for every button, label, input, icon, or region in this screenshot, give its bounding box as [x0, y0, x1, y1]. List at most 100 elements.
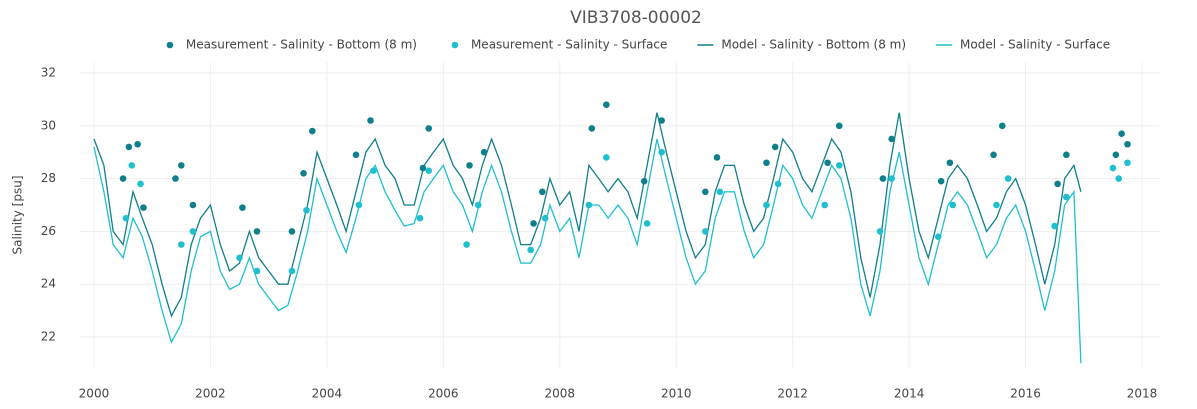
measurement-point [177, 241, 185, 248]
measurement-point [990, 151, 997, 159]
measurement-point [1112, 151, 1120, 159]
measurement-point [1051, 222, 1058, 230]
measurement-point [821, 201, 828, 209]
measurement-point [119, 175, 127, 182]
model-line [93, 112, 1082, 318]
measurement-point [367, 117, 374, 124]
y-tick-label: 30 [41, 118, 56, 132]
legend-label: Measurement - Salinity - Surface [471, 38, 667, 52]
measurement-point [541, 214, 549, 222]
legend-marker [166, 41, 174, 49]
legend: Measurement - Salinity - Bottom (8 m) Mea… [166, 38, 1110, 52]
measurement-point [253, 267, 261, 275]
measurement-point [425, 125, 433, 132]
measurement-point [1118, 130, 1125, 137]
measurement-point [1124, 140, 1131, 148]
measurement-point [835, 162, 843, 169]
y-tick-label: 24 [41, 277, 56, 291]
measurement-point [763, 201, 770, 209]
measurement-point [172, 175, 179, 182]
measurement-point [463, 241, 470, 248]
measurement-point [137, 180, 144, 188]
measurement-point [300, 170, 307, 177]
x-tick-label: 2004 [312, 387, 343, 401]
measurement-point [888, 135, 895, 143]
measurement-point [189, 228, 197, 235]
measurement-point [879, 175, 887, 182]
x-tick-label: 2002 [195, 387, 226, 401]
measurement-point [603, 154, 610, 161]
x-tick-label: 2008 [544, 387, 575, 401]
measurement-point [480, 148, 488, 156]
measurement-point [716, 188, 724, 196]
measurement-point [949, 201, 957, 209]
measurement-point [539, 188, 546, 196]
measurement-point [128, 162, 136, 169]
x-tick-label: 2012 [777, 387, 808, 401]
measurement-point [934, 233, 942, 240]
measurement-point [352, 151, 360, 159]
measurement-point [603, 101, 610, 108]
measurement-point [1124, 159, 1131, 167]
measurement-point [1109, 164, 1117, 172]
chart-title: VIB3708-00002 [570, 8, 702, 28]
measurement-point [876, 228, 884, 235]
measurement-point [585, 201, 593, 209]
measurement-point [713, 154, 721, 161]
measurement-point [370, 167, 377, 174]
measurement-point [702, 188, 709, 196]
measurement-point [774, 180, 782, 188]
measurement-point [888, 175, 895, 182]
measurement-point [253, 228, 261, 235]
measurement-point [303, 206, 310, 214]
x-tick-label: 2010 [661, 387, 692, 401]
measurement-point [702, 228, 709, 235]
measurement-point [1063, 151, 1070, 159]
x-tick-label: 2018 [1127, 387, 1158, 401]
measurement-point [239, 204, 246, 211]
measurement-point [309, 127, 316, 135]
measurement-point [134, 140, 141, 148]
measurement-point [425, 167, 433, 174]
measurement-point [140, 204, 147, 211]
measurement-point [1054, 180, 1061, 188]
y-axis-label: Salinity [psu] [11, 175, 25, 254]
measurement-point [288, 267, 296, 275]
measurement-point [474, 201, 482, 209]
measurement-point [125, 143, 133, 151]
measurement-point [236, 254, 243, 262]
y-tick-label: 26 [41, 224, 56, 238]
measurement-point [824, 159, 831, 167]
measurement-point [640, 177, 648, 185]
measurement-point [771, 143, 779, 151]
measurement-point [946, 159, 954, 167]
measurement-point [288, 228, 296, 235]
measurement-point [466, 162, 473, 169]
measurement-point [643, 220, 651, 227]
measurement-point [527, 246, 534, 254]
legend-label: Model - Salinity - Surface [960, 38, 1110, 52]
measurement-point [355, 201, 363, 209]
measurement-point [189, 201, 197, 209]
measurement-point [1063, 193, 1070, 201]
measurement-point [416, 214, 424, 222]
measurement-point [835, 122, 843, 130]
y-tick-label: 32 [41, 65, 56, 79]
x-tick-label: 2014 [894, 387, 925, 401]
x-tick-label: 2006 [428, 387, 459, 401]
y-tick-label: 22 [41, 330, 56, 344]
measurement-point [530, 220, 537, 227]
measurement-point [998, 122, 1006, 130]
measurement-point [993, 201, 1000, 209]
measurement-point [588, 125, 596, 132]
measurement-point [122, 214, 130, 222]
measurement-point [763, 159, 770, 167]
y-tick-label: 28 [41, 171, 56, 185]
measurement-point [1115, 175, 1123, 182]
measurement-point [177, 162, 185, 169]
measurement-point [658, 148, 665, 156]
x-tick-label: 2016 [1010, 387, 1041, 401]
measurement-point [1004, 175, 1012, 182]
legend-label: Model - Salinity - Bottom (8 m) [721, 38, 906, 52]
